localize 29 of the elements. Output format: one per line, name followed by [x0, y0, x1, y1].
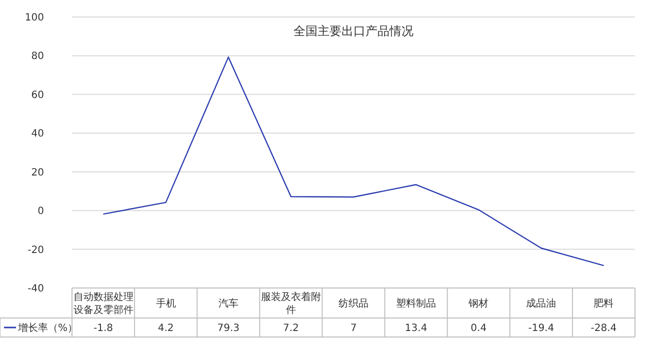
data-label: -1.8 — [94, 323, 114, 334]
x-tick-label: 汽车 — [218, 298, 238, 310]
x-tick-label: 成品油 — [526, 298, 556, 310]
y-tick-label: 40 — [31, 128, 44, 140]
data-label: 13.4 — [404, 323, 428, 334]
x-tick-label: 纺织品 — [338, 298, 368, 310]
x-tick-label: 手机 — [156, 298, 176, 310]
y-tick-label: 80 — [31, 51, 44, 62]
line-series — [102, 56, 604, 266]
x-tick-label: 服装及衣着附件 — [260, 291, 321, 316]
x-tick-label: 肥料 — [594, 298, 614, 310]
text: 全国主要出口产品情况 — [294, 24, 414, 38]
data-label: 4.2 — [158, 323, 174, 334]
data-label: 7.2 — [282, 323, 299, 334]
data-label: 79.3 — [217, 323, 240, 334]
y-tick-label: 20 — [31, 167, 44, 178]
y-tick-label: 60 — [31, 90, 44, 101]
y-tick-label: -20 — [28, 244, 44, 256]
x-tick-label: 自动数据处理设备及零部件 — [73, 291, 134, 316]
data-label: -19.4 — [528, 323, 554, 334]
y-tick-label: 0 — [38, 206, 44, 218]
x-tick-label: 塑料制品 — [396, 298, 436, 310]
data-label: 7 — [350, 323, 357, 334]
legend-label: 增长率（%） — [17, 322, 78, 334]
x-tick-label: 钢材 — [468, 298, 489, 310]
y-tick-label: -40 — [28, 284, 44, 294]
y-tick-label: 100 — [24, 12, 44, 24]
data-label: -28.4 — [590, 323, 617, 334]
data-label: 0.4 — [470, 323, 487, 334]
